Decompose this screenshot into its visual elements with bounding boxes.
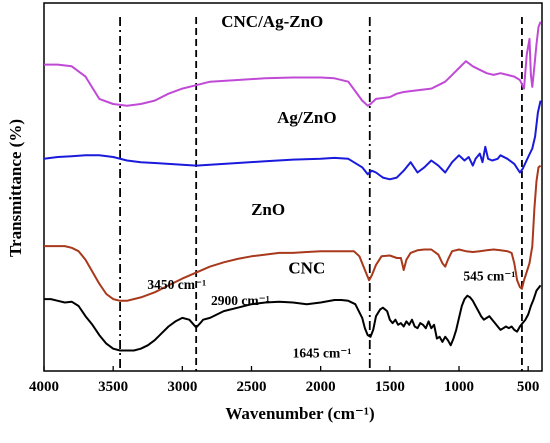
- x-tick-label-500: 500: [517, 379, 540, 395]
- x-tick-label-3000: 3000: [167, 379, 197, 395]
- x-ticks: 4000 3500 3000 2500 2000 1500 1000 500: [29, 366, 539, 395]
- series-label-zno: ZnO: [251, 200, 285, 219]
- series-group: [43, 21, 542, 352]
- series-label-cnc: CNC: [288, 258, 325, 277]
- reference-label-545: 545 cm⁻¹: [463, 268, 515, 283]
- x-tick-label-3500: 3500: [98, 379, 128, 395]
- x-tick-label-1000: 1000: [444, 379, 474, 395]
- y-axis-title: Transmittance (%): [6, 119, 25, 257]
- x-tick-label-2000: 2000: [306, 379, 336, 395]
- series-line-cnc: [44, 284, 542, 352]
- series-line-ag-zno: [43, 100, 542, 181]
- series-line-zno: [44, 164, 542, 302]
- x-tick-label-1500: 1500: [375, 379, 405, 395]
- x-tick-label-4000: 4000: [29, 379, 59, 395]
- reference-label-3450: 3450 cm⁻¹: [147, 277, 206, 292]
- series-label-cnc-ag-zno: CNC/Ag-ZnO: [221, 12, 323, 31]
- plot-frame: [43, 2, 543, 372]
- reference-lines: [119, 17, 523, 371]
- reference-label-1645: 1645 cm⁻¹: [293, 345, 352, 360]
- x-axis-title: Wavenumber (cm⁻¹): [225, 404, 374, 423]
- series-line-cnc-ag-zno: [44, 21, 542, 107]
- x-tick-label-2500: 2500: [237, 379, 267, 395]
- reference-label-2900: 2900 cm⁻¹: [211, 293, 270, 308]
- annotations: 3450 cm⁻¹ 2900 cm⁻¹ 1645 cm⁻¹ 545 cm⁻¹ CNC/A…: [147, 12, 515, 360]
- series-label-ag-zno: Ag/ZnO: [277, 108, 337, 127]
